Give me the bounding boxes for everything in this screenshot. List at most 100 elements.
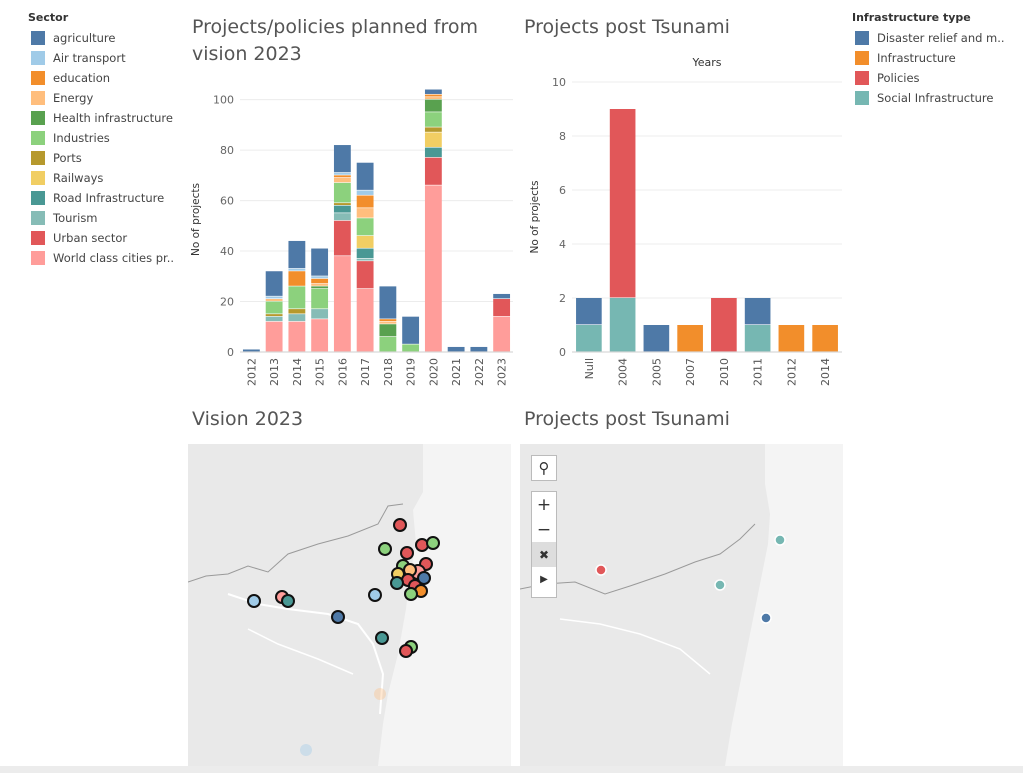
bar-segment	[379, 321, 397, 324]
bar-segment	[424, 147, 442, 158]
bar-segment	[356, 248, 374, 259]
y-axis-label: No of projects	[529, 181, 541, 254]
tsunami-bar-chart[interactable]: 0 2 4 6 8 10 No of projects Years Null 2004 2005 20…	[520, 50, 850, 395]
bar-segment	[333, 256, 351, 352]
infra-legend-item[interactable]: Social Infrastructure	[855, 88, 1015, 108]
bar-segment	[356, 162, 374, 190]
sector-legend-item[interactable]: Health infrastructure	[31, 108, 181, 128]
legend-swatch	[855, 71, 869, 85]
bar-segment	[379, 324, 397, 337]
bottom-scrollbar[interactable]	[0, 766, 1023, 773]
infra-legend-item[interactable]: Policies	[855, 68, 1015, 88]
tsunami-map[interactable]: ⚲ + − ✖ ▶	[520, 444, 843, 766]
y-tick-label: 10	[552, 76, 566, 89]
play-icon: ▶	[540, 574, 548, 585]
bar-segment	[311, 276, 329, 279]
x-tick-label: 2017	[359, 358, 372, 386]
bar-segment	[288, 240, 306, 269]
map-point	[404, 587, 418, 601]
sector-legend-item[interactable]: education	[31, 68, 181, 88]
expand-toolbar-button[interactable]: ▶	[532, 567, 556, 592]
legend-swatch	[855, 91, 869, 105]
sector-legend-item[interactable]: Air transport	[31, 48, 181, 68]
tsunami-map-point	[760, 612, 772, 624]
legend-swatch	[31, 171, 45, 185]
zoom-in-button[interactable]: +	[532, 492, 556, 517]
bar-segment	[356, 195, 374, 208]
bar-segment	[609, 109, 636, 298]
sector-legend-item[interactable]: Railways	[31, 168, 181, 188]
x-tick-label: 2016	[336, 358, 349, 386]
bar-segment	[288, 314, 306, 322]
legend-swatch	[31, 131, 45, 145]
search-icon: ⚲	[538, 459, 550, 477]
legend-label: Ports	[53, 151, 82, 165]
bar-segment	[447, 346, 465, 352]
map-point	[378, 542, 392, 556]
bar-segment	[311, 283, 329, 286]
legend-swatch	[855, 31, 869, 45]
infra-legend-item[interactable]: Infrastructure	[855, 48, 1015, 68]
legend-label: Urban sector	[53, 231, 128, 245]
tsunami-map-canvas	[520, 444, 843, 766]
vision-map[interactable]	[188, 444, 511, 766]
x-tick-label: 2015	[314, 358, 327, 386]
sector-legend-item[interactable]: agriculture	[31, 28, 181, 48]
y-tick-label: 6	[559, 184, 566, 197]
y-axis-label: No of projects	[190, 183, 202, 256]
bar-segment	[311, 278, 329, 284]
legend-swatch	[31, 191, 45, 205]
y-tick-label: 0	[559, 346, 566, 359]
bar-segment	[493, 293, 511, 299]
bar-segment	[402, 344, 420, 352]
legend-label: Road Infrastructure	[53, 191, 165, 205]
y-tick-label: 80	[220, 144, 234, 157]
bar-segment	[356, 208, 374, 218]
sector-legend-item[interactable]: Urban sector	[31, 228, 181, 248]
map-point	[400, 546, 414, 560]
infra-legend-item[interactable]: Disaster relief and m..	[855, 28, 1015, 48]
sector-legend-item[interactable]: Road Infrastructure	[31, 188, 181, 208]
map-point	[417, 571, 431, 585]
bar-segment	[242, 349, 260, 352]
sector-legend-title: Sector	[28, 11, 69, 24]
x-tick-label: 2020	[427, 358, 440, 386]
sector-legend-item[interactable]: Tourism	[31, 208, 181, 228]
tsunami-map-title: Projects post Tsunami	[524, 408, 730, 430]
bar-segment	[470, 346, 488, 352]
legend-label: World class cities pr..	[53, 251, 175, 265]
map-search-button[interactable]: ⚲	[531, 455, 557, 481]
legend-swatch	[31, 31, 45, 45]
bar-segment	[424, 112, 442, 127]
sector-legend-item[interactable]: Industries	[31, 128, 181, 148]
map-toolbar: + − ✖ ▶	[531, 491, 557, 598]
tsunami-chart-title: Projects post Tsunami	[524, 16, 730, 38]
x-axis-title: Years	[691, 56, 721, 69]
sector-legend-item[interactable]: Ports	[31, 148, 181, 168]
legend-label: Industries	[53, 131, 110, 145]
x-tick-label: 2019	[405, 358, 418, 386]
bar-segment	[576, 325, 602, 352]
x-tick-label: 2022	[473, 358, 486, 386]
x-tick-label: 2010	[718, 358, 731, 386]
unpin-map-button[interactable]: ✖	[532, 542, 556, 567]
bar-segment	[265, 296, 283, 299]
bar-segment	[311, 286, 329, 289]
sector-legend-item[interactable]: World class cities pr..	[31, 248, 181, 268]
zoom-out-button[interactable]: −	[532, 517, 556, 542]
bar-segment	[424, 97, 442, 100]
x-tick-label: 2014	[819, 358, 832, 386]
vision-bar-chart[interactable]: 0 20 40 60 80 100 No of projects 2012 2013 2014 20…	[185, 75, 515, 395]
bar-segment	[643, 325, 670, 352]
x-tick-label: 2021	[450, 358, 463, 386]
bar-segment	[265, 271, 283, 296]
y-tick-label: 40	[220, 245, 234, 258]
legend-label: Infrastructure	[877, 51, 956, 65]
bar-segment	[356, 235, 374, 248]
sector-legend[interactable]: agriculture Air transport education Energy H…	[31, 28, 181, 268]
infra-legend[interactable]: Disaster relief and m.. Infrastructure Pol…	[855, 28, 1015, 108]
bar-segment	[356, 258, 374, 261]
bar-segment	[333, 177, 351, 183]
bar-segment	[778, 325, 805, 352]
sector-legend-item[interactable]: Energy	[31, 88, 181, 108]
